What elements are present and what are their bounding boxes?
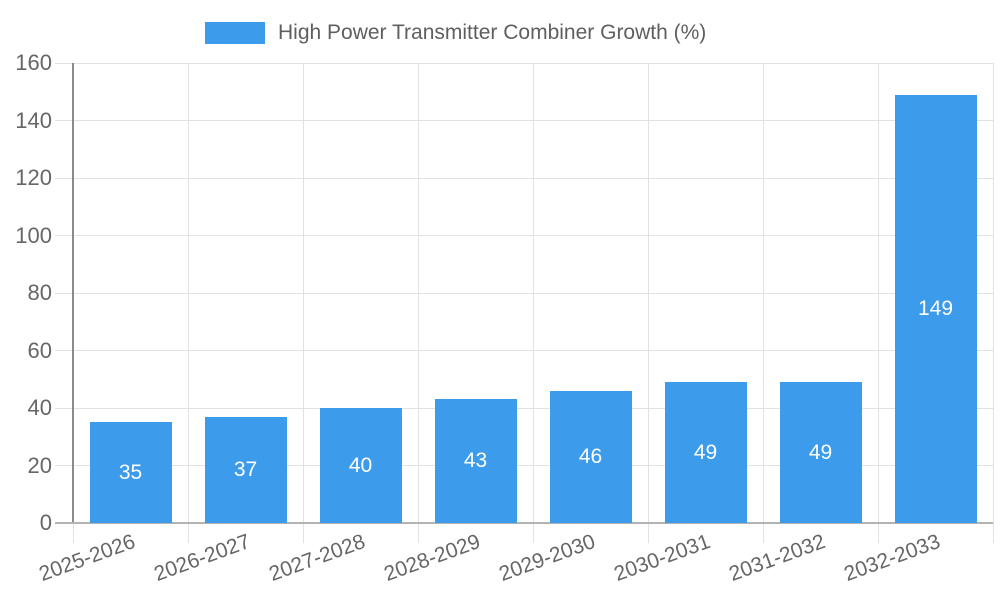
x-tick-label: 2029-2030: [496, 530, 599, 586]
y-tick-label: 20: [27, 452, 52, 478]
bar: 43: [434, 399, 517, 523]
x-tick-label: 2026-2027: [151, 530, 254, 586]
y-tick-label: 60: [27, 337, 52, 363]
x-tick-label: 2032-2033: [841, 530, 944, 586]
plot-area: 0 20 40 60 80 100 120 140 160 35 37 40 43 46 49 49 149 20…: [15, 52, 994, 586]
legend-swatch: [205, 21, 265, 44]
bar: 49: [664, 382, 747, 523]
y-tick-label: 120: [15, 165, 52, 190]
x-axis-line: [55, 522, 993, 524]
gridline-v: [532, 63, 534, 543]
gridline-h: [55, 465, 993, 466]
bar: 49: [779, 382, 862, 523]
x-tick-label: 2028-2029: [381, 530, 484, 586]
y-tick-label: 80: [27, 280, 52, 305]
bar-value-label: 46: [578, 444, 603, 468]
gridline-h: [55, 235, 993, 236]
x-tick-label: 2030-2031: [611, 530, 714, 586]
gridline-h: [55, 177, 993, 179]
y-tick-label: 140: [15, 107, 52, 133]
bar-value-label: 40: [348, 453, 373, 477]
gridline-v: [187, 63, 189, 543]
bar-value-label: 37: [233, 457, 258, 481]
y-axis-line: [72, 63, 74, 523]
y-tick-label: 100: [15, 222, 52, 248]
y-tick-label: 40: [27, 395, 52, 420]
bar: 40: [319, 408, 402, 523]
gridline-h: [55, 350, 993, 351]
y-tick-label: 0: [39, 510, 52, 535]
y-tick-label: 160: [15, 50, 52, 75]
bar-value-label: 43: [463, 449, 488, 473]
bar: 37: [204, 416, 287, 523]
x-tick-label: 2025-2026: [36, 530, 139, 586]
gridline-v: [302, 63, 304, 543]
gridline-v: [877, 63, 879, 543]
bar: 46: [549, 390, 632, 523]
gridline-v: [647, 63, 649, 543]
gridline-h: [55, 292, 993, 294]
bar-value-label: 149: [917, 296, 954, 320]
chart-legend: High Power Transmitter Combiner Growth (…: [205, 20, 706, 45]
gridline-v: [417, 63, 419, 543]
bar-value-label: 49: [693, 440, 718, 464]
gridline-h: [55, 407, 993, 409]
gridline-v: [762, 63, 764, 543]
x-tick-label: 2027-2028: [266, 530, 369, 586]
bar-value-label: 35: [118, 460, 143, 484]
gridline-v: [992, 63, 994, 543]
gridline-h: [55, 62, 993, 64]
x-tick-label: 2031-2032: [726, 530, 829, 586]
bar: 149: [894, 94, 977, 523]
bar-value-label: 49: [808, 440, 833, 464]
bar: 35: [89, 422, 172, 523]
x-axis-tick: [72, 523, 74, 543]
legend-label: High Power Transmitter Combiner Growth (…: [278, 21, 707, 44]
gridline-h: [55, 120, 993, 121]
